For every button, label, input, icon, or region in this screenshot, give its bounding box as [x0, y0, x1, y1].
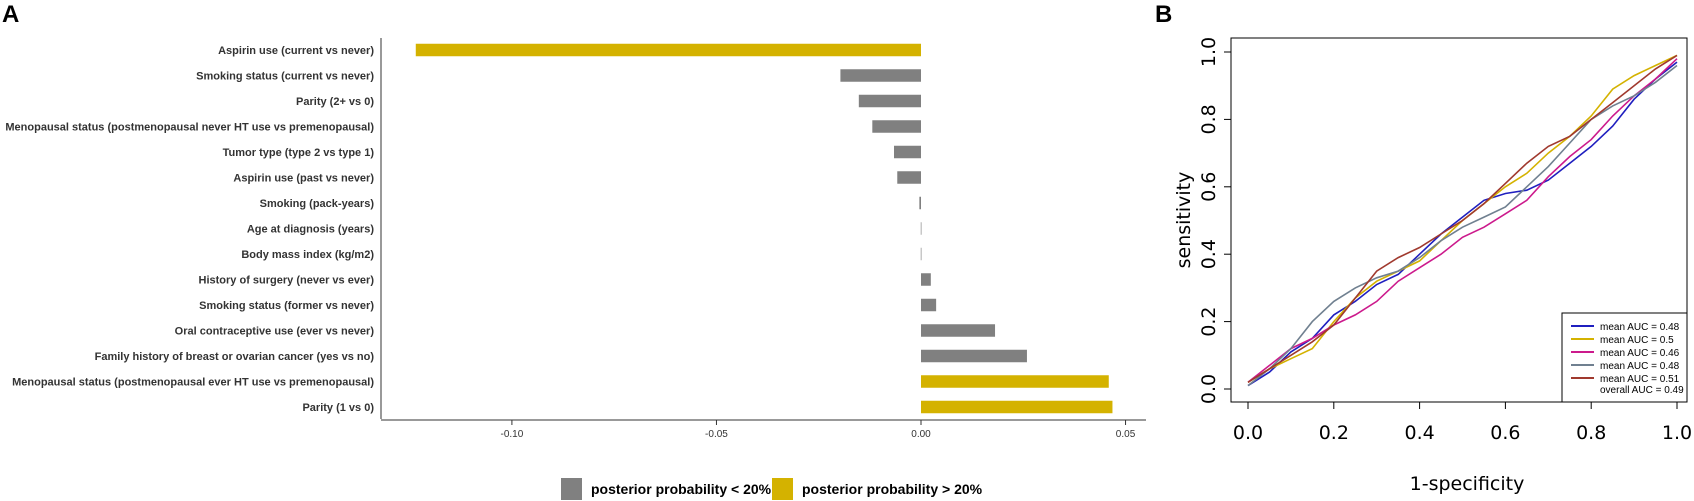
roc-line	[1247, 54, 1678, 383]
legend-box	[1561, 312, 1688, 403]
bar	[921, 349, 1027, 363]
bar	[921, 298, 937, 312]
axes: 0.0 0.2 0.4 0.6 0.8 1.0 0.0 0.2 0.4 0.6 0.8 1.0	[1198, 37, 1692, 444]
legend-label-low: posterior probability < 20%	[591, 481, 772, 497]
roc-line	[1247, 61, 1678, 387]
x-tick-label: 1.0	[1662, 422, 1692, 444]
category-label: Body mass index (kg/m2)	[241, 249, 374, 261]
legend-label: mean AUC = 0.48	[1600, 322, 1680, 333]
bar	[872, 120, 921, 133]
bar	[920, 247, 922, 261]
category-label: Tumor type (type 2 vs type 1)	[223, 147, 375, 159]
bar	[919, 196, 921, 210]
category-label: Smoking status (current vs never)	[196, 71, 374, 83]
bar	[920, 222, 922, 235]
y-tick-label: 0.4	[1198, 239, 1220, 269]
legend-label: mean AUC = 0.46	[1600, 348, 1680, 359]
panel-a-letter: A	[2, 1, 19, 28]
plot-frame	[1230, 37, 1688, 403]
bar	[921, 324, 996, 337]
category-label: Menopausal status (postmenopausal never …	[5, 122, 374, 134]
bar	[921, 375, 1109, 388]
panel-b-letter: B	[1155, 1, 1172, 28]
x-tick-label: 0.0	[1233, 422, 1263, 444]
x-tick-label: 0.6	[1490, 422, 1520, 444]
bar	[894, 145, 921, 159]
category-label: Parity (2+ vs 0)	[296, 96, 374, 108]
x-tick-label: 0.00	[911, 429, 931, 440]
category-label: Oral contraceptive use (ever vs never)	[175, 326, 375, 338]
legend-items: mean AUC = 0.48 mean AUC = 0.5 mean AUC = …	[1571, 322, 1680, 385]
x-tick-label: 0.05	[1116, 429, 1136, 440]
roc-legend: mean AUC = 0.48 mean AUC = 0.5 mean AUC = …	[1561, 312, 1688, 403]
legend-label: mean AUC = 0.51	[1600, 374, 1680, 385]
y-tick-label: 0.0	[1198, 374, 1220, 404]
category-label: Menopausal status (postmenopausal ever H…	[12, 377, 374, 389]
x-tick-label: 0.2	[1319, 422, 1349, 444]
bar-group	[415, 43, 1113, 414]
bar	[897, 171, 921, 184]
y-tick-label: 0.2	[1198, 306, 1220, 336]
y-tick-label: 1.0	[1198, 37, 1220, 67]
category-label: Smoking (pack-years)	[260, 198, 375, 210]
legend: posterior probability < 20% posterior pr…	[561, 478, 983, 500]
legend-label: mean AUC = 0.48	[1600, 361, 1680, 372]
category-label: Aspirin use (current vs never)	[218, 45, 374, 57]
x-axis-title: 1-specificity	[1410, 473, 1525, 495]
roc-lines	[1247, 54, 1678, 387]
bar-chart-panel: Aspirin use (current vs never) Smoking st…	[5, 38, 1146, 500]
bar	[921, 273, 931, 286]
overall-auc-label: overall AUC = 0.49	[1600, 385, 1684, 396]
bar	[415, 43, 921, 57]
legend-label-high: posterior probability > 20%	[802, 481, 983, 497]
bar	[921, 400, 1113, 414]
category-label: History of surgery (never vs ever)	[199, 275, 375, 287]
x-tick-label: -0.10	[501, 429, 524, 440]
legend-swatch-high	[772, 478, 793, 500]
category-label: Parity (1 vs 0)	[302, 402, 374, 414]
legend-label: mean AUC = 0.5	[1600, 335, 1674, 346]
bar	[858, 94, 921, 108]
y-axis-title: sensitivity	[1173, 172, 1195, 269]
category-label: Aspirin use (past vs never)	[233, 173, 374, 185]
x-tick-label: -0.05	[705, 429, 728, 440]
category-labels: Aspirin use (current vs never) Smoking st…	[5, 45, 374, 414]
legend-swatch-low	[561, 478, 582, 500]
category-label: Age at diagnosis (years)	[247, 224, 374, 236]
x-axis: -0.10 -0.05 0.00 0.05	[380, 38, 1146, 440]
roc-line	[1247, 58, 1678, 383]
y-tick-label: 0.6	[1198, 172, 1220, 202]
category-label: Family history of breast or ovarian canc…	[95, 351, 375, 363]
roc-line	[1247, 64, 1678, 387]
bar	[840, 69, 921, 82]
x-tick-label: 0.4	[1404, 422, 1434, 444]
roc-chart-panel: 0.0 0.2 0.4 0.6 0.8 1.0 0.0 0.2 0.4 0.6 0.8 1.0 1-s…	[1173, 37, 1692, 495]
x-tick-label: 0.8	[1576, 422, 1606, 444]
category-label: Smoking status (former vs never)	[199, 300, 374, 312]
y-tick-label: 0.8	[1198, 104, 1220, 134]
